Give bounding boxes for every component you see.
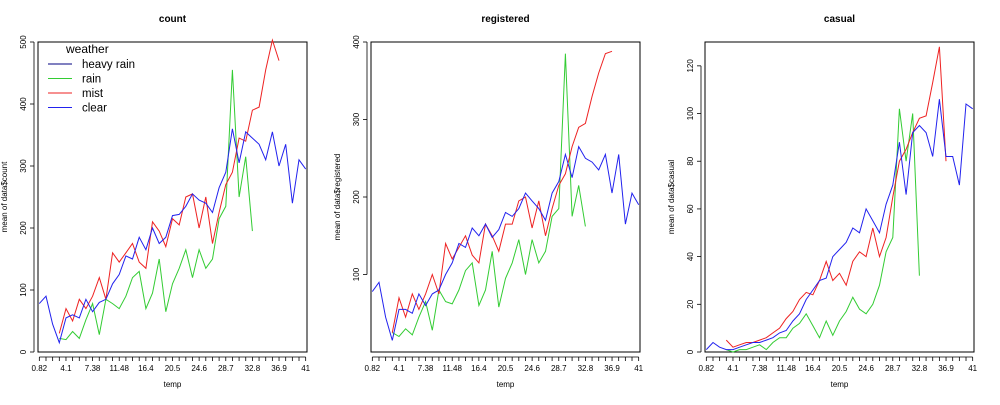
- legend-label-mist: mist: [82, 88, 104, 100]
- x-tick-label: 0.82: [365, 364, 381, 373]
- x-tick-label: 24.6: [524, 364, 540, 373]
- x-tick-label: 16.4: [471, 364, 487, 373]
- x-tick-label: 41: [968, 364, 977, 373]
- y-tick-label: 0: [686, 349, 695, 354]
- legend: weather heavy rain rain mist clear: [48, 42, 135, 115]
- x-tick-label: 0.82: [699, 364, 715, 373]
- panel-count: count 0.82 4.1 7.38 11.48 16.4 20.5 24.6 28.7 32.…: [0, 14, 311, 389]
- y-tick-label: 80: [686, 156, 695, 165]
- legend-label-rain: rain: [82, 74, 101, 86]
- x-tick-label: 11.48: [443, 364, 463, 373]
- x-tick-label: 7.38: [418, 364, 434, 373]
- plot-frame: [370, 41, 641, 353]
- plot-frame: [37, 41, 308, 353]
- legend-label-heavy-rain: heavy rain: [82, 59, 135, 71]
- y-tick-label: 20: [686, 299, 695, 308]
- x-tick-label: 7.38: [85, 364, 101, 373]
- y-tick-label: 500: [19, 35, 28, 49]
- y-tick-label: 100: [19, 283, 28, 297]
- x-tick-label: 28.7: [218, 364, 234, 373]
- legend-label-clear: clear: [82, 103, 107, 115]
- series-line-mist: [58, 38, 280, 334]
- x-tick-label: 20.5: [832, 364, 848, 373]
- x-tick-label: 36.9: [938, 364, 954, 373]
- y-axis-label: mean of data$count: [0, 161, 9, 232]
- y-axis-label: mean of data$casual: [667, 160, 676, 234]
- x-tick-label: 32.8: [245, 364, 261, 373]
- y-tick-label: 120: [686, 59, 695, 73]
- x-tick-label: 0.82: [32, 364, 48, 373]
- y-axis-label: mean of data$registered: [333, 154, 342, 241]
- x-tick-label: 11.48: [110, 364, 130, 373]
- x-tick-label: 7.38: [752, 364, 768, 373]
- y-tick-label: 200: [352, 190, 361, 204]
- y-tick-label: 400: [352, 35, 361, 49]
- x-tick-label: 4.1: [60, 364, 72, 373]
- series-line-mist: [391, 50, 613, 333]
- x-tick-label: 41: [301, 364, 310, 373]
- x-axis-label: temp: [164, 380, 182, 389]
- y-tick-label: 100: [686, 106, 695, 120]
- x-tick-label: 24.6: [191, 364, 207, 373]
- y-tick-label: 60: [686, 204, 695, 213]
- x-axis-label: temp: [831, 380, 849, 389]
- x-tick-label: 16.4: [138, 364, 154, 373]
- x-tick-label: 41: [634, 364, 643, 373]
- x-axis-label: temp: [497, 380, 515, 389]
- panel-casual: casual 0.82 4.1 7.38 11.48 16.4 20.5 24.6 28.7 32…: [667, 14, 978, 389]
- series-line-clear: [371, 145, 640, 341]
- legend-title: weather: [65, 42, 109, 56]
- chart-title: registered: [481, 14, 529, 25]
- series-line-mist: [725, 46, 947, 348]
- x-tick-label: 24.6: [858, 364, 874, 373]
- x-tick-label: 36.9: [604, 364, 620, 373]
- x-tick-label: 16.4: [805, 364, 821, 373]
- chart-title: count: [159, 14, 187, 25]
- x-tick-label: 32.8: [912, 364, 928, 373]
- y-tick-label: 400: [19, 97, 28, 111]
- series-line-rain: [726, 108, 920, 353]
- x-tick-label: 32.8: [578, 364, 594, 373]
- series-line-rain: [59, 69, 253, 341]
- series-line-clear: [38, 128, 307, 345]
- y-tick-label: 100: [352, 267, 361, 281]
- x-tick-label: 20.5: [498, 364, 514, 373]
- series-line-clear: [705, 99, 973, 351]
- y-tick-label: 200: [19, 221, 28, 235]
- chart-title: casual: [824, 14, 855, 25]
- y-tick-label: 0: [19, 349, 28, 354]
- plot-frame: [704, 41, 975, 353]
- y-tick-label: 40: [686, 252, 695, 261]
- x-tick-label: 20.5: [165, 364, 181, 373]
- x-tick-label: 28.7: [885, 364, 901, 373]
- x-tick-label: 11.48: [777, 364, 797, 373]
- x-tick-label: 28.7: [551, 364, 567, 373]
- x-tick-label: 4.1: [393, 364, 405, 373]
- x-tick-label: 36.9: [271, 364, 287, 373]
- y-tick-label: 300: [352, 112, 361, 126]
- panel-registered: registered 0.82 4.1 7.38 11.48 16.4 20.5 24.6 28…: [333, 14, 644, 389]
- x-tick-label: 4.1: [727, 364, 739, 373]
- y-tick-label: 300: [19, 159, 28, 173]
